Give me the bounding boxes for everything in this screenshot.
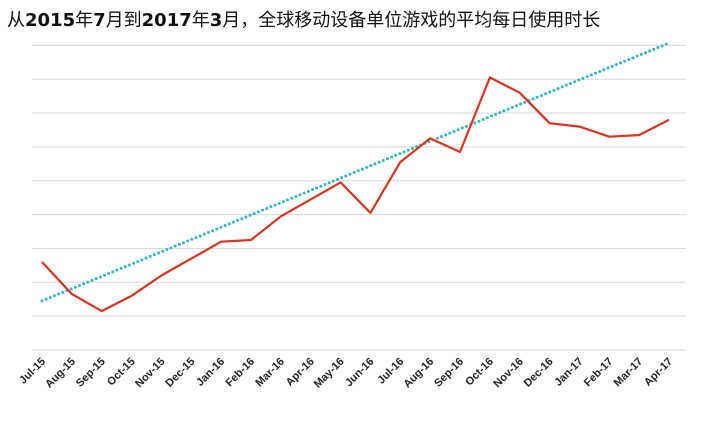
x-tick-label: Feb-16 (224, 356, 258, 390)
x-tick-label: Apr-17 (642, 356, 675, 389)
x-tick-label: Jan-16 (194, 356, 227, 389)
gridlines (32, 44, 686, 351)
x-tick-label: Oct-15 (105, 356, 138, 389)
x-tick-labels: Jul-15Aug-15Sep-15Oct-15Nov-15Dec-15Jan-… (17, 356, 675, 391)
x-tick-label: May-16 (312, 356, 347, 391)
x-tick-label: Jan-17 (552, 356, 585, 389)
x-tick-label: Aug-15 (43, 356, 78, 391)
x-tick-label: Sep-16 (432, 356, 466, 390)
x-tick-label: Mar-17 (612, 356, 646, 390)
x-tick-label: Apr-16 (284, 356, 317, 389)
x-tick-label: Feb-17 (582, 356, 616, 390)
x-tick-label: Mar-16 (253, 356, 287, 390)
x-tick-label: Dec-15 (163, 356, 197, 390)
chart-title: 从2015年7月到2017年3月，全球移动设备单位游戏的平均每日使用时长 (7, 10, 601, 31)
x-tick-label: Sep-15 (74, 356, 108, 390)
x-tick-label: Oct-16 (463, 356, 496, 389)
series-layer (40, 41, 671, 313)
x-tick-label: Aug-16 (401, 356, 436, 391)
series-line (41, 76, 670, 313)
x-tick-label: Nov-15 (133, 356, 167, 390)
x-tick-label: Nov-16 (491, 356, 525, 390)
x-tick-label: Dec-16 (522, 356, 556, 390)
x-tick-label: Jun-16 (343, 356, 377, 390)
trendline (40, 41, 671, 303)
